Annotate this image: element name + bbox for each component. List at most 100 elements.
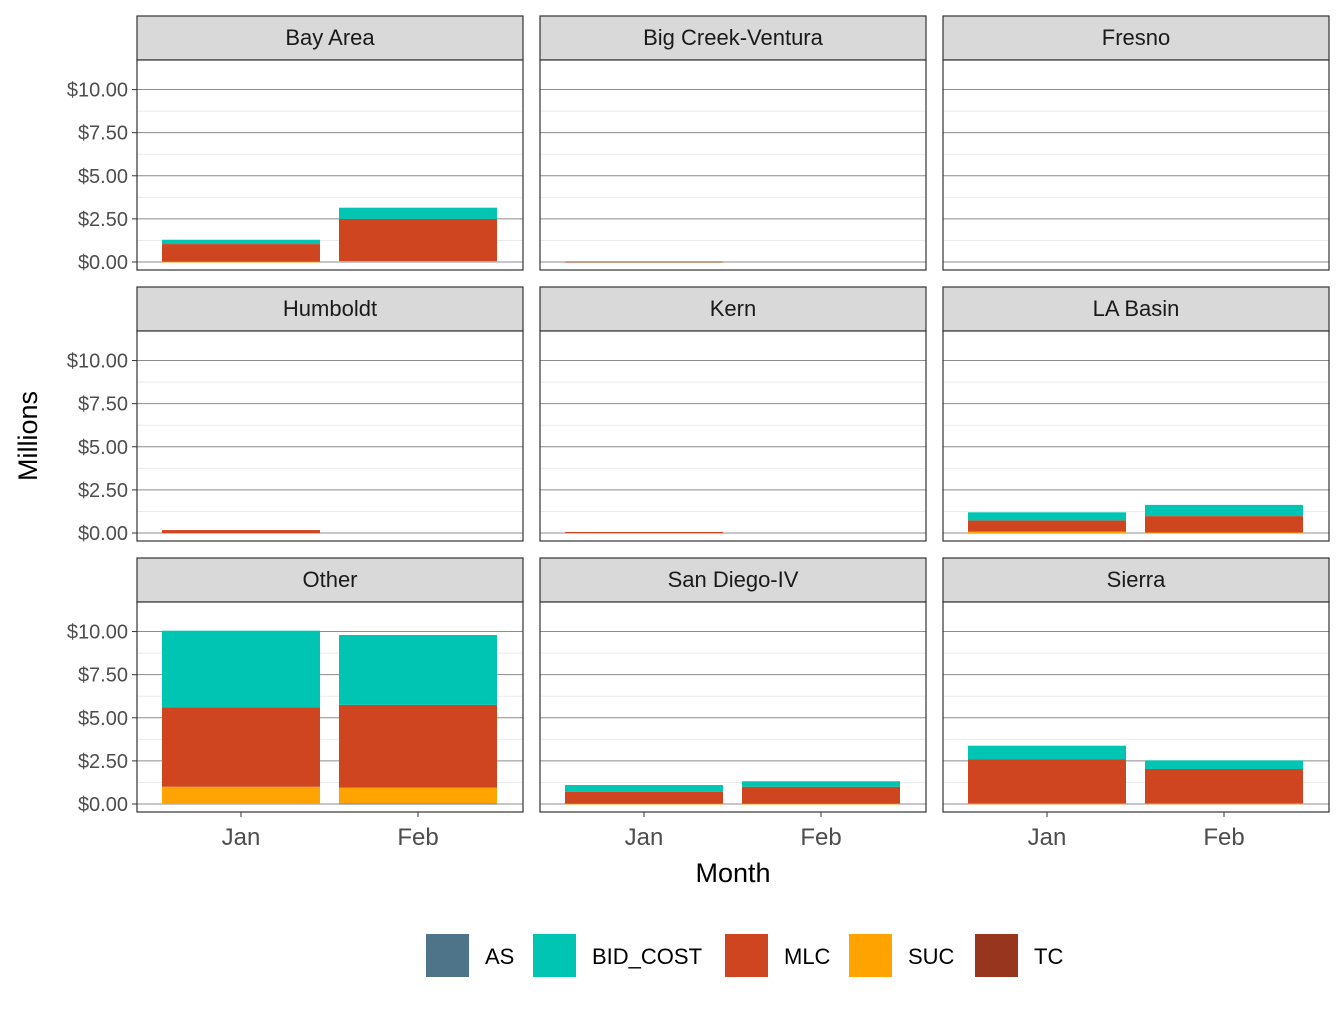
x-axis-title: Month bbox=[695, 858, 770, 888]
x-tick-label: Feb bbox=[800, 824, 841, 851]
bar-other-jan-mlc bbox=[162, 707, 320, 787]
y-tick-label: $10.00 bbox=[67, 351, 128, 373]
bar-san-diego-iv-jan-mlc bbox=[565, 791, 723, 804]
legend-label: SUC bbox=[908, 944, 955, 969]
legend-swatch bbox=[533, 934, 576, 977]
bar-san-diego-iv-jan-suc bbox=[565, 803, 723, 805]
panel-strip bbox=[539, 286, 927, 332]
panel-border bbox=[539, 330, 927, 542]
bar-san-diego-iv-feb-suc bbox=[742, 803, 900, 805]
bar-la-basin-jan-mlc bbox=[968, 520, 1126, 532]
legend-item-suc: SUC bbox=[849, 934, 955, 977]
legend-item-as: AS bbox=[426, 934, 514, 977]
bar-big-creek-ventura-jan-bid-cost bbox=[565, 261, 723, 263]
bar-la-basin-feb-bid-cost bbox=[1145, 504, 1303, 517]
legend-item-tc: TC bbox=[975, 934, 1063, 977]
panel-strip bbox=[539, 557, 927, 603]
legend-swatch bbox=[975, 934, 1018, 977]
panel-strip bbox=[136, 286, 524, 332]
y-tick-label: $2.50 bbox=[78, 480, 128, 502]
bar-sierra-jan-mlc bbox=[968, 759, 1126, 804]
x-tick-label: Jan bbox=[1028, 824, 1067, 851]
panel-plot-area bbox=[540, 602, 926, 812]
y-tick-label: $0.00 bbox=[78, 794, 128, 816]
legend: AS BID_COST MLC SUC TC bbox=[426, 934, 1063, 977]
bar-other-feb-suc bbox=[339, 787, 497, 804]
bar-kern-jan-mlc bbox=[565, 531, 723, 533]
y-tick-label: $7.50 bbox=[78, 123, 128, 145]
panel-border bbox=[539, 601, 927, 813]
y-tick-label: $2.50 bbox=[78, 751, 128, 773]
x-tick-label: Jan bbox=[625, 824, 664, 851]
panel-strip bbox=[942, 557, 1330, 603]
y-tick-label: $10.00 bbox=[67, 622, 128, 644]
legend-item-bid-cost: BID_COST bbox=[533, 934, 702, 977]
panel-border bbox=[942, 330, 1330, 542]
y-tick-label: $5.00 bbox=[78, 437, 128, 459]
panel-strip bbox=[942, 15, 1330, 61]
panel-plot-area bbox=[540, 60, 926, 270]
bar-la-basin-jan-bid-cost bbox=[968, 512, 1126, 521]
legend-label: AS bbox=[485, 944, 514, 969]
bar-other-feb-as bbox=[339, 803, 497, 805]
panel-title: Kern bbox=[710, 296, 756, 321]
panel-title: Fresno bbox=[1102, 25, 1170, 50]
bar-bay-area-feb-suc bbox=[339, 261, 497, 262]
panel-title: Humboldt bbox=[283, 296, 377, 321]
bar-bay-area-feb-mlc bbox=[339, 218, 497, 262]
panel-title: LA Basin bbox=[1093, 296, 1180, 321]
y-tick-label: $7.50 bbox=[78, 394, 128, 416]
bar-san-diego-iv-feb-bid-cost bbox=[742, 781, 900, 787]
panel-other: Other $0.00 $2.50 $5.00 $7.50 $10.00 Jan Feb bbox=[67, 557, 524, 851]
bar-other-feb-bid-cost bbox=[339, 635, 497, 705]
bar-bay-area-feb-bid-cost bbox=[339, 207, 497, 219]
y-tick-label: $0.00 bbox=[78, 523, 128, 545]
panel-title: Big Creek-Ventura bbox=[643, 25, 824, 50]
panel-strip bbox=[136, 15, 524, 61]
bar-sierra-jan-bid-cost bbox=[968, 745, 1126, 760]
legend-swatch bbox=[849, 934, 892, 977]
panel-sierra: Sierra Jan Feb bbox=[942, 557, 1330, 851]
panel-title: Other bbox=[302, 567, 357, 592]
panel-la-basin: LA Basin bbox=[942, 286, 1330, 542]
panel-strip bbox=[942, 286, 1330, 332]
legend-label: BID_COST bbox=[592, 944, 702, 969]
panel-border bbox=[136, 601, 524, 813]
x-tick-label: Feb bbox=[1203, 824, 1244, 851]
bar-bay-area-jan-mlc bbox=[162, 244, 320, 262]
y-axis-title: Millions bbox=[13, 391, 43, 481]
legend-label: MLC bbox=[784, 944, 831, 969]
bar-sierra-feb-suc bbox=[1145, 803, 1303, 805]
bar-sierra-feb-mlc bbox=[1145, 768, 1303, 804]
bar-san-diego-iv-jan-bid-cost bbox=[565, 785, 723, 792]
panel-big-creek-ventura: Big Creek-Ventura bbox=[539, 15, 927, 271]
y-tick-label: $0.00 bbox=[78, 252, 128, 274]
y-tick-label: $10.00 bbox=[67, 80, 128, 102]
panel-san-diego-iv: San Diego-IV Jan Feb bbox=[539, 557, 927, 851]
panel-plot-area bbox=[943, 60, 1329, 270]
legend-swatch bbox=[426, 934, 469, 977]
bar-san-diego-iv-feb-mlc bbox=[742, 786, 900, 804]
panel-plot-area bbox=[540, 331, 926, 541]
panel-bay-area: Bay Area $0.00 $2.50 $5.00 $7.50 $10.00 bbox=[67, 15, 524, 274]
y-tick-label: $5.00 bbox=[78, 708, 128, 730]
panel-title: Sierra bbox=[1107, 567, 1166, 592]
panel-border bbox=[136, 330, 524, 542]
panel-title: Bay Area bbox=[285, 25, 375, 50]
y-tick-label: $7.50 bbox=[78, 665, 128, 687]
bar-big-creek-ventura-jan-mlc bbox=[565, 261, 723, 263]
panel-strip bbox=[136, 557, 524, 603]
bar-humboldt-jan-mlc bbox=[162, 530, 320, 533]
y-tick-label: $5.00 bbox=[78, 166, 128, 188]
panel-border bbox=[136, 59, 524, 271]
panel-border bbox=[539, 59, 927, 271]
bar-la-basin-feb-mlc bbox=[1145, 516, 1303, 533]
y-tick-label: $2.50 bbox=[78, 209, 128, 231]
panel-border bbox=[942, 59, 1330, 271]
panel-title: San Diego-IV bbox=[668, 567, 799, 592]
bar-bay-area-jan-bid-cost bbox=[162, 239, 320, 245]
bar-bay-area-jan-suc bbox=[162, 261, 320, 263]
bar-la-basin-feb-suc bbox=[1145, 532, 1303, 534]
